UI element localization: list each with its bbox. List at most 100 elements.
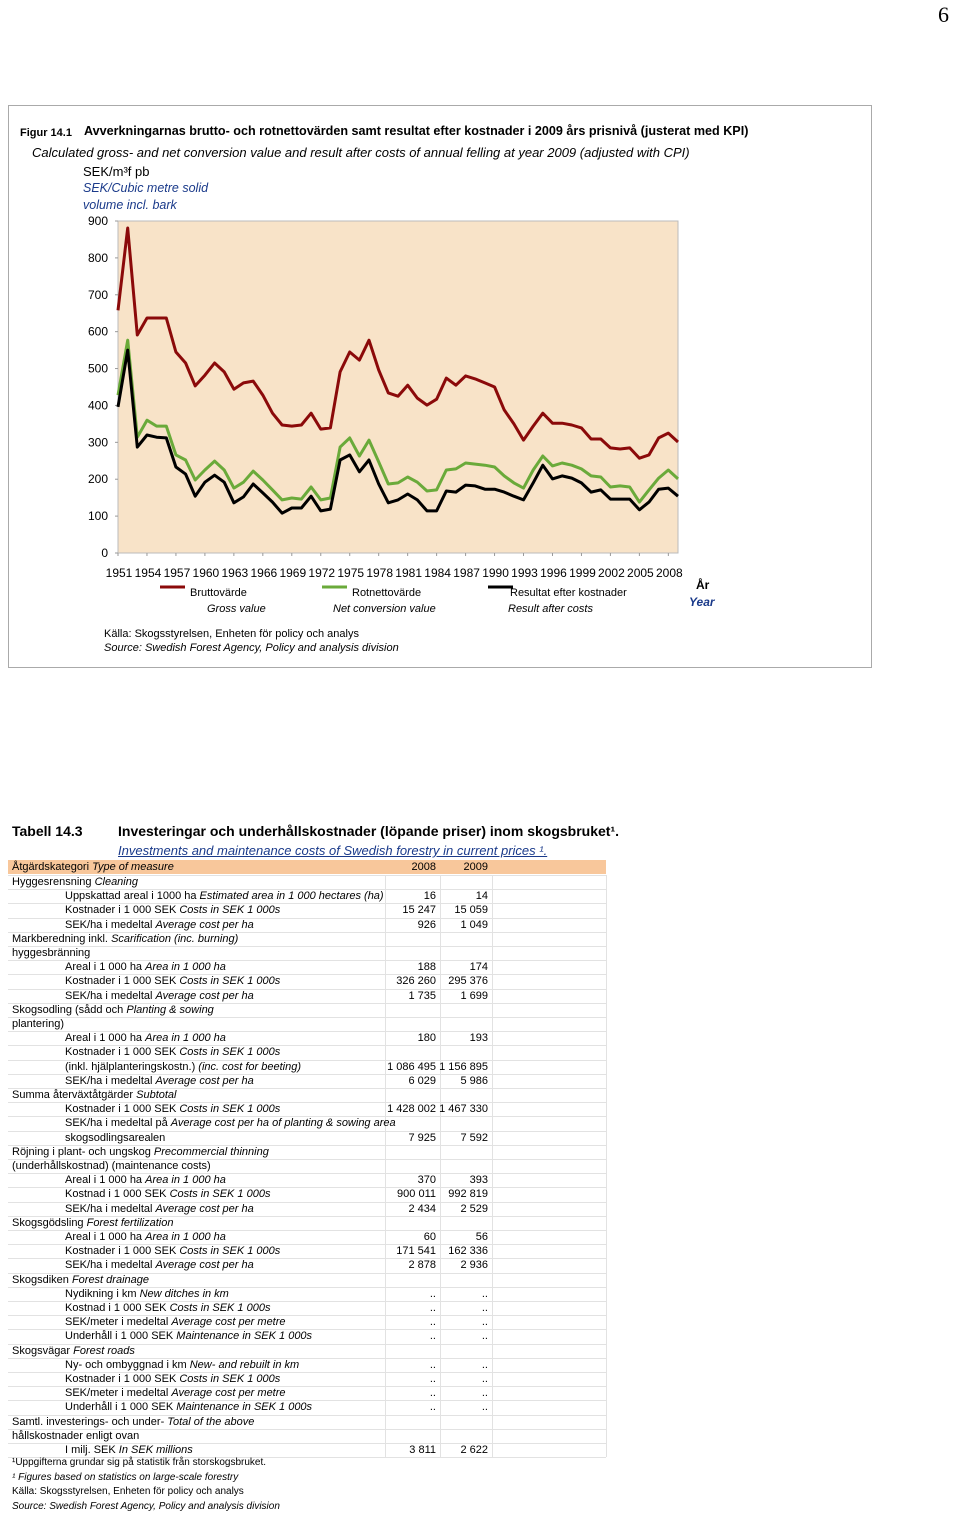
cell-value: 992 819 [448, 1188, 488, 1201]
item-en: Costs in SEK 1 000s [179, 1046, 281, 1059]
category: hyggesbränning [12, 947, 91, 959]
item-row: Nydikning i km New ditches in km [65, 1288, 229, 1300]
cell-value: 2 878 [408, 1259, 436, 1272]
cell-value: 1 156 895 [439, 1060, 488, 1073]
item-en: Average cost per metre [171, 1316, 286, 1329]
cell-value: 1 049 [460, 918, 488, 931]
item-row: Kostnader i 1 000 SEK Costs in SEK 1 000… [65, 904, 280, 916]
y-axis-label: SEK/m³f pb [83, 164, 150, 179]
table-gridline [8, 1286, 606, 1288]
y-tick-label: 900 [88, 214, 108, 228]
item-en: Average cost per metre [171, 1387, 286, 1400]
table-gridline [8, 1187, 606, 1189]
cell-value: 2 622 [460, 1444, 488, 1456]
item: SEK/ha i medeltal [65, 918, 153, 931]
series-line [116, 348, 679, 515]
item: Kostnader i 1 000 SEK [65, 975, 177, 988]
category-row: Hyggesrensning Cleaning [12, 876, 138, 888]
cell-value: 174 [469, 961, 488, 974]
item-row: SEK/ha i medeltal Average cost per ha [65, 990, 254, 1002]
cell-value: .. [481, 1302, 488, 1314]
category: (underhållskostnad) (maintenance costs) [12, 1160, 211, 1172]
item-row: SEK/meter i medeltal Average cost per me… [65, 1387, 286, 1399]
item-en: Maintenance in SEK 1 000s [176, 1330, 313, 1343]
item-en: Maintenance in SEK 1 000s [176, 1401, 313, 1414]
table-gridline [8, 1088, 606, 1089]
page-number: 6 [938, 2, 949, 27]
y-tick-label: 100 [88, 509, 108, 523]
item-row: Ny- och ombyggnad i km New- and rebuilt … [65, 1359, 299, 1371]
item-row: skogsodlingsarealen [65, 1132, 165, 1144]
item: Uppskattad areal i 1000 ha [65, 890, 197, 903]
category: Skogsdiken [12, 1273, 69, 1286]
x-tick-label: 1957 [164, 566, 191, 580]
table-gridline [8, 1045, 606, 1047]
cell-value: 1 086 495 [387, 1060, 436, 1073]
item-en: Area in 1 000 ha [145, 961, 226, 974]
item: Kostnader i 1 000 SEK [65, 1046, 177, 1059]
table-gridline [8, 1428, 606, 1430]
item: Kostnader i 1 000 SEK [65, 1373, 177, 1385]
cell-value: .. [429, 1358, 436, 1371]
item-en: Costs in SEK 1 000s [179, 1373, 281, 1385]
item-row: Kostnad i 1 000 SEK Costs in SEK 1 000s [65, 1188, 270, 1200]
item-row: Uppskattad areal i 1000 ha Estimated are… [65, 890, 384, 902]
cell-value: 900 011 [397, 1188, 436, 1201]
category-row: Skogsvägar Forest roads [12, 1345, 135, 1357]
item-en: (inc. cost for beeting) [198, 1060, 302, 1073]
category-en: Subtotal [136, 1089, 177, 1101]
category-row: Skogsgödsling Forest fertilization [12, 1217, 173, 1229]
item: Areal i 1 000 ha [65, 961, 143, 974]
cell-value: 2 936 [460, 1259, 488, 1272]
category: Skogsvägar [12, 1344, 71, 1357]
cell-value: .. [481, 1287, 488, 1300]
table-gridline [8, 1443, 606, 1444]
cell-value: 193 [469, 1032, 488, 1045]
legend-label: Resultat efter kostnader [510, 587, 627, 599]
table-gridline [8, 1258, 606, 1260]
category: plantering) [12, 1018, 64, 1030]
y-tick-label: 200 [88, 472, 108, 486]
item-en: Costs in SEK 1 000s [169, 1302, 271, 1314]
category-en: Forest fertilization [86, 1216, 174, 1229]
y-tick-label: 400 [88, 398, 108, 412]
item-row: SEK/ha i medeltal Average cost per ha [65, 919, 254, 931]
series-line [116, 338, 680, 504]
item: SEK/meter i medeltal [65, 1387, 169, 1400]
series-line [116, 226, 680, 460]
cell-value: 295 376 [448, 975, 488, 988]
cell-value: .. [481, 1316, 488, 1329]
legend-label: Bruttovärde [190, 587, 247, 599]
table-gridline [8, 1386, 606, 1388]
category-en: Forest drainage [71, 1273, 149, 1286]
category-en: Planting & sowing [126, 1003, 214, 1016]
item: SEK/ha i medeltal [65, 1074, 153, 1087]
item: SEK/ha i medeltal [65, 989, 153, 1002]
x-tick-label: 1990 [482, 566, 509, 580]
item: Nydikning i km [65, 1287, 137, 1300]
item: Kostnad i 1 000 SEK [65, 1188, 167, 1201]
table-gridline [606, 875, 607, 1458]
item: Areal i 1 000 ha [65, 1032, 143, 1045]
cell-value: .. [429, 1316, 436, 1329]
figure-frame [8, 105, 872, 668]
item: Kostnader i 1 000 SEK [65, 1245, 177, 1258]
table-gridline [8, 1059, 606, 1061]
category-en: Total of the above [167, 1415, 255, 1428]
item-en: Average cost per ha of planting & sowing… [170, 1117, 396, 1130]
footnote: ¹Uppgifterna grundar sig på statistik fr… [12, 1457, 267, 1468]
table-gridline [8, 946, 606, 947]
table-gridline [8, 1102, 606, 1104]
x-tick-label: 2005 [627, 566, 654, 580]
table-gridline [8, 1400, 606, 1402]
table-gridline [492, 875, 493, 1458]
table-gridline [8, 1116, 606, 1118]
table-gridline [8, 974, 606, 976]
table-gridline [8, 1457, 606, 1459]
x-tick-label: 1951 [106, 566, 133, 580]
x-tick-label: 1975 [337, 566, 364, 580]
category: hållskostnader enligt ovan [12, 1429, 140, 1442]
cell-value: 6 029 [408, 1074, 436, 1087]
category-row: (underhållskostnad) (maintenance costs) [12, 1160, 211, 1172]
category: Hyggesrensning [12, 876, 92, 888]
